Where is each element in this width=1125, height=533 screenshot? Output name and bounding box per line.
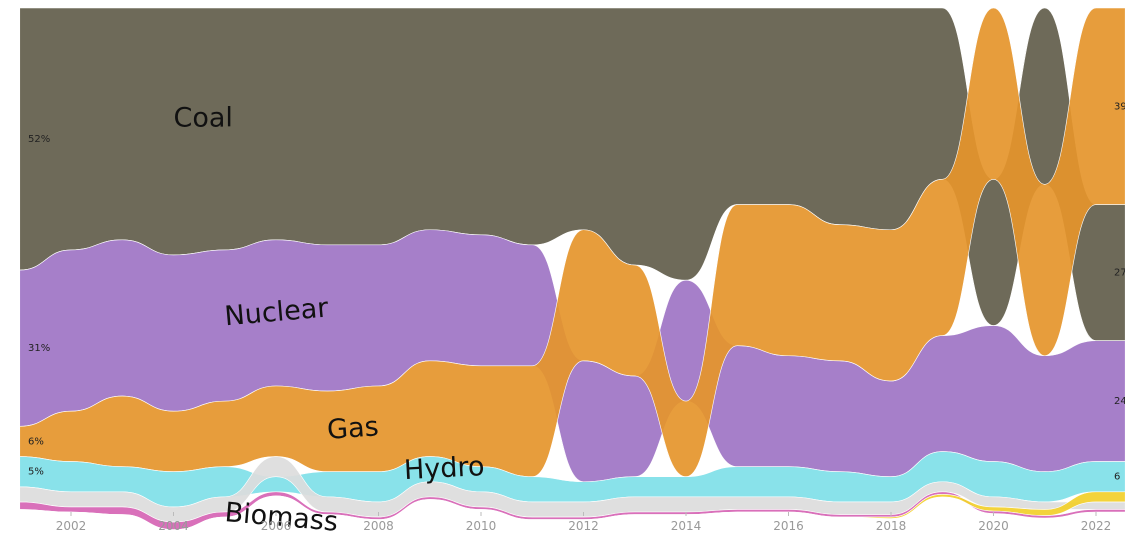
x-tick-label: 2004 [158, 519, 189, 533]
value-label: 6% [28, 436, 44, 447]
x-tick-label: 2018 [876, 519, 907, 533]
x-tick-label: 2002 [56, 519, 87, 533]
x-tick-label: 2020 [978, 519, 1009, 533]
x-tick-label: 2012 [568, 519, 599, 533]
bands [19, 7, 1125, 530]
x-tick-label: 2016 [773, 519, 804, 533]
x-tick-label: 2008 [363, 519, 394, 533]
value-label: 5% [28, 467, 44, 478]
value-label: 6 [1114, 472, 1120, 483]
series-name: Gas [326, 411, 380, 446]
x-tick-label: 2006 [261, 519, 292, 533]
value-label: 31% [28, 343, 50, 354]
x-tick-label: 2014 [671, 519, 702, 533]
value-label: 27 [1114, 268, 1125, 279]
value-label: 39 [1114, 101, 1125, 112]
series-name: Coal [174, 103, 233, 134]
stream-band [19, 491, 1125, 530]
value-label: 24 [1114, 396, 1125, 407]
x-tick-label: 2010 [466, 519, 497, 533]
value-label: 52% [28, 134, 50, 145]
x-tick-label: 2022 [1081, 519, 1112, 533]
series-name: Hydro [403, 451, 485, 486]
